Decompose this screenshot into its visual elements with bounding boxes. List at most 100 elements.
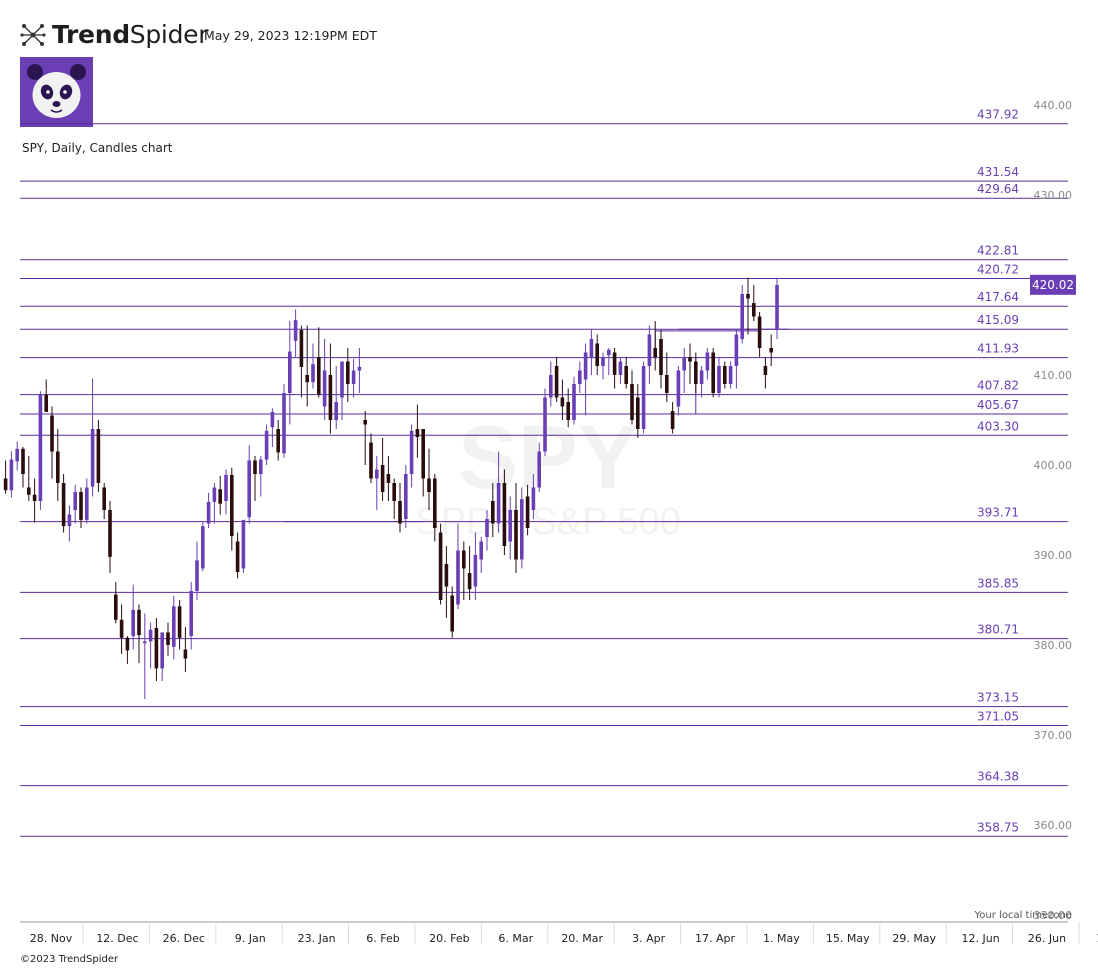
candle-body-55 bbox=[322, 370, 327, 407]
candle-body-73 bbox=[427, 478, 431, 492]
candle-body-35 bbox=[206, 501, 211, 524]
candle-body-56 bbox=[328, 375, 333, 420]
candle-body-49 bbox=[288, 351, 292, 393]
candle-body-43 bbox=[253, 460, 257, 474]
candle-99 bbox=[578, 361, 582, 393]
candle-body-88 bbox=[514, 510, 518, 560]
candle-body-111 bbox=[647, 334, 652, 366]
candle-72 bbox=[421, 429, 425, 497]
candle-body-7 bbox=[44, 394, 48, 412]
candle-body-24 bbox=[143, 641, 147, 644]
candle-body-29 bbox=[172, 606, 176, 647]
candle-body-132 bbox=[769, 348, 773, 353]
candle-118 bbox=[688, 343, 692, 384]
candle-body-9 bbox=[56, 451, 60, 483]
panda-avatar bbox=[20, 57, 93, 127]
candle-15 bbox=[90, 378, 95, 497]
candle-body-39 bbox=[230, 474, 234, 537]
candle-body-115 bbox=[670, 411, 675, 429]
candle-body-31 bbox=[183, 649, 188, 659]
candle-131 bbox=[763, 357, 768, 389]
candle-body-117 bbox=[682, 357, 686, 371]
candle-53 bbox=[311, 343, 315, 389]
candle-body-63 bbox=[369, 442, 373, 479]
candle-body-93 bbox=[543, 397, 547, 452]
candle-body-108 bbox=[630, 384, 634, 420]
candle-28 bbox=[166, 622, 170, 656]
candle-body-133 bbox=[775, 285, 779, 330]
candle-52 bbox=[305, 325, 309, 407]
candle-129 bbox=[752, 285, 756, 321]
candle-42 bbox=[247, 445, 251, 524]
x-tick-label-13: 29. May bbox=[892, 932, 936, 945]
x-tick-label-11: 1. May bbox=[763, 932, 800, 945]
candle-body-109 bbox=[636, 397, 640, 429]
candle-119 bbox=[694, 352, 698, 393]
candle-32 bbox=[189, 582, 193, 650]
level-label-12: 385.85 bbox=[977, 576, 1019, 590]
spider-logo-icon bbox=[20, 23, 46, 46]
candle-7 bbox=[44, 379, 48, 412]
candle-90 bbox=[525, 484, 530, 536]
candle-body-116 bbox=[676, 370, 681, 407]
candle-126 bbox=[734, 330, 739, 389]
candle-body-38 bbox=[224, 474, 228, 501]
candle-body-130 bbox=[757, 316, 762, 348]
candle-body-101 bbox=[589, 339, 594, 357]
level-label-6: 415.09 bbox=[977, 313, 1019, 327]
candle-body-47 bbox=[276, 429, 280, 453]
x-tick-label-4: 23. Jan bbox=[298, 932, 336, 945]
candle-9 bbox=[56, 429, 60, 501]
candle-body-85 bbox=[496, 483, 501, 524]
candle-121 bbox=[705, 348, 710, 380]
candle-18 bbox=[108, 501, 112, 573]
candle-130 bbox=[757, 312, 762, 357]
level-label-0: 437.92 bbox=[977, 108, 1019, 122]
candle-body-128 bbox=[746, 294, 750, 299]
candle-3 bbox=[21, 447, 25, 488]
candle-12 bbox=[73, 484, 77, 524]
last-price-badge bbox=[1030, 274, 1076, 295]
candle-body-102 bbox=[595, 343, 599, 366]
candle-10 bbox=[61, 474, 66, 533]
candle-102 bbox=[595, 334, 599, 375]
candle-69 bbox=[404, 465, 408, 528]
candle-body-65 bbox=[380, 465, 385, 492]
candle-14 bbox=[85, 478, 89, 524]
candle-108 bbox=[630, 370, 634, 425]
level-label-9: 405.67 bbox=[977, 398, 1019, 412]
timestamp: May 29, 2023 12:19PM EDT bbox=[204, 28, 377, 43]
candle-48 bbox=[282, 384, 286, 458]
candle-79 bbox=[462, 541, 466, 600]
candle-body-45 bbox=[264, 430, 269, 460]
candle-body-74 bbox=[433, 478, 437, 528]
candle-body-89 bbox=[520, 499, 524, 560]
candle-body-37 bbox=[218, 489, 222, 504]
candle-39 bbox=[230, 467, 234, 551]
brand-name: TrendSpider bbox=[52, 20, 209, 49]
candle-35 bbox=[206, 492, 211, 528]
candle-94 bbox=[549, 361, 553, 407]
candle-body-127 bbox=[740, 294, 744, 339]
candle-4 bbox=[27, 456, 31, 501]
candle-body-125 bbox=[728, 366, 733, 384]
candle-body-97 bbox=[566, 402, 570, 420]
candle-115 bbox=[670, 402, 675, 434]
candle-124 bbox=[723, 361, 727, 389]
candle-34 bbox=[201, 520, 205, 572]
candle-body-106 bbox=[618, 361, 623, 375]
x-tick-label-7: 6. Mar bbox=[498, 932, 533, 945]
candle-40 bbox=[235, 532, 240, 579]
candle-16 bbox=[96, 420, 101, 492]
candle-body-124 bbox=[723, 366, 727, 384]
candle-71 bbox=[415, 404, 420, 458]
candle-86 bbox=[502, 469, 507, 555]
candle-body-50 bbox=[293, 320, 298, 341]
candle-body-67 bbox=[392, 483, 396, 501]
candle-107 bbox=[624, 357, 628, 389]
y-tick-label-1: 430.00 bbox=[1034, 189, 1073, 202]
candle-88 bbox=[514, 483, 518, 573]
candle-body-27 bbox=[160, 632, 164, 669]
candle-23 bbox=[137, 604, 141, 663]
candle-body-48 bbox=[282, 393, 286, 454]
